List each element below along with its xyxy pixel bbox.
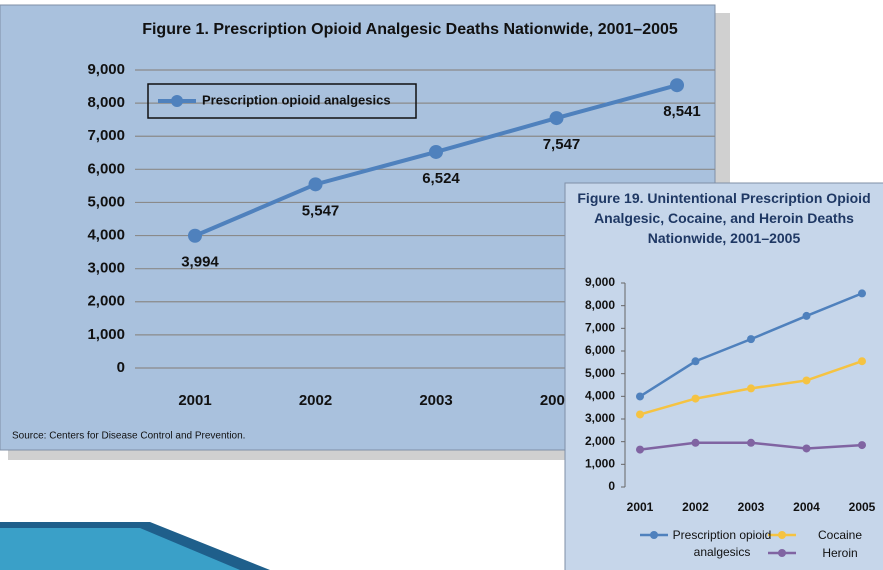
- data-point: [691, 357, 700, 366]
- chart-panel: [564, 182, 883, 570]
- y-tick-label: 6,000: [87, 160, 125, 177]
- y-tick-label: 7,000: [87, 127, 125, 144]
- decor-arrow-highlight: [0, 528, 240, 570]
- chart-2: 0 1,000 2,000 3,000 4,000 5,000 6,000 7,000 8,00…: [564, 182, 883, 570]
- legend-label: Prescription opioid analgesics: [202, 92, 391, 107]
- y-tick-label: 2,000: [585, 434, 615, 448]
- data-label: 8,541: [663, 103, 701, 120]
- y-tick-label: 8,000: [585, 298, 615, 312]
- y-tick-label: 0: [608, 479, 615, 493]
- data-point: [691, 394, 700, 403]
- data-point: [308, 177, 323, 192]
- y-tick-label: 2,000: [87, 293, 125, 310]
- data-point: [747, 384, 755, 393]
- y-tick-label: 8,000: [87, 94, 125, 111]
- data-point: [636, 392, 644, 401]
- y-tick-label: 5,000: [585, 366, 615, 380]
- data-point: [747, 335, 755, 344]
- y-tick-label: 1,000: [87, 326, 125, 343]
- x-tick-label: 2003: [419, 392, 452, 409]
- x-tick-label: 2003: [738, 500, 765, 514]
- x-tick-label: 2004: [793, 500, 820, 514]
- data-point: [549, 111, 564, 126]
- y-tick-label: 1,000: [585, 457, 615, 471]
- x-tick-label: 2002: [299, 392, 332, 409]
- chart-1: Figure 1. Prescription Opioid Analgesic …: [12, 21, 715, 442]
- legend-box: [147, 83, 417, 119]
- data-label: 5,547: [302, 202, 340, 219]
- x-tick-label: 2001: [627, 500, 654, 514]
- legend-marker: [778, 531, 786, 539]
- y-tick-label: 0: [117, 359, 125, 376]
- y-tick-label: 5,000: [87, 193, 125, 210]
- source-note: Source: Centers for Disease Control and …: [12, 431, 245, 442]
- data-point: [747, 438, 755, 447]
- legend-marker: [650, 531, 658, 539]
- legend-marker: [171, 95, 183, 107]
- data-point: [802, 444, 811, 453]
- data-point: [858, 289, 866, 298]
- legend-marker: [778, 549, 786, 557]
- legend-label: Heroin: [822, 546, 858, 560]
- chart-title: Figure 1. Prescription Opioid Analgesic …: [142, 21, 678, 38]
- data-point: [636, 445, 644, 454]
- data-point: [802, 311, 811, 320]
- data-point: [858, 441, 866, 450]
- data-label: 7,547: [543, 136, 581, 153]
- y-tick-label: 4,000: [585, 389, 615, 403]
- data-point: [858, 357, 866, 366]
- x-tick-label: 2002: [682, 500, 709, 514]
- data-label: 6,524: [422, 170, 460, 187]
- chart-title: Figure 19. Unintentional Prescription Op…: [577, 190, 871, 246]
- x-tick-label: 2005: [849, 500, 876, 514]
- y-tick-label: 7,000: [585, 321, 615, 335]
- data-point: [429, 144, 443, 159]
- data-point: [188, 228, 202, 243]
- data-label: 3,994: [181, 254, 219, 271]
- y-tick-label: 6,000: [585, 343, 615, 357]
- data-point: [636, 410, 644, 419]
- data-point: [691, 438, 700, 447]
- y-tick-label: 9,000: [585, 275, 615, 289]
- y-tick-label: 3,000: [87, 260, 125, 277]
- y-tick-label: 4,000: [87, 227, 125, 244]
- data-point: [802, 376, 811, 385]
- legend-label: Cocaine: [817, 528, 863, 542]
- data-point: [670, 78, 684, 93]
- x-tick-label: 2001: [178, 392, 211, 409]
- y-tick-label: 9,000: [87, 61, 125, 78]
- legend-label: Prescription opioid analgesics: [672, 528, 772, 559]
- y-tick-label: 3,000: [585, 411, 615, 425]
